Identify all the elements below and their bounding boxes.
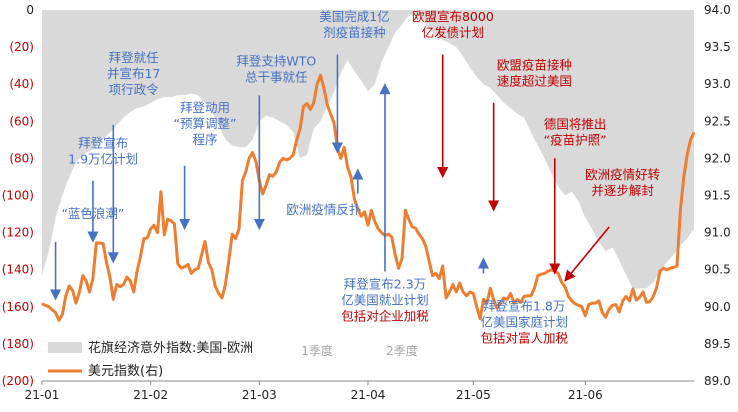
annotation-text: 拜登宣布2.3万: [344, 276, 426, 291]
annotation-text: 包括对富人加税: [480, 331, 568, 346]
annotation-text: 程序: [192, 132, 217, 147]
annotation-text: 包括对企业加税: [341, 308, 429, 323]
annotation-text: 拜登支持WTO: [236, 54, 316, 69]
annotation-vaccine-passport: 德国将推出“疫苗护照”: [544, 117, 607, 275]
legend-label-area: 花旗经济意外指数:美国-欧洲: [88, 340, 253, 356]
y-right-tick-label: 90.0: [704, 300, 731, 314]
annotation-budget-reconciliation: 拜登动用“预算调整”程序: [174, 100, 237, 231]
y-left-tick-label: (120): [2, 226, 34, 240]
annotation-text: 拜登宣布1.8万: [483, 299, 565, 314]
annotation-text: 欧洲疫情反扑: [286, 202, 362, 217]
annotation-text: 亿发债计划: [422, 25, 485, 40]
y-right-tick-label: 90.5: [704, 263, 731, 277]
annotation-text: “预算调整”: [174, 116, 237, 131]
y-right-tick-label: 94.0: [704, 3, 731, 17]
x-tick-label: 21-04: [351, 388, 386, 402]
quarter-label: 2季度: [386, 343, 418, 358]
annotation-text: 剂疫苗接种: [323, 25, 386, 40]
annotation-text: 并宣布17: [107, 66, 160, 81]
quarter-label: 1季度: [301, 343, 333, 358]
legend-label-line: 美元指数(右): [88, 364, 163, 379]
x-tick-label: 21-06: [568, 388, 603, 402]
annotation-text: 欧盟疫苗接种: [497, 57, 572, 72]
y-left-tick-label: (140): [2, 263, 34, 277]
annotation-text: 德国将推出: [544, 117, 607, 132]
annotation-text: 欧洲疫情好转: [585, 167, 660, 182]
line-series-dollar-index: [41, 73, 696, 322]
annotation-text: 拜登动用: [180, 100, 230, 115]
y-left-tick-label: (20): [9, 40, 34, 54]
y-right-tick-label: 93.5: [704, 40, 731, 54]
x-tick-label: 21-03: [242, 388, 277, 402]
y-right-tick-label: 89.5: [704, 337, 731, 351]
y-left-tick-label: 0: [26, 3, 34, 17]
y-left-tick-label: (100): [2, 189, 34, 203]
annotation-arrow: [564, 226, 610, 282]
y-left-tick-label: (40): [9, 77, 34, 91]
y-left-tick-label: (80): [9, 151, 34, 165]
annotation-text: 拜登就任: [109, 50, 159, 65]
annotation-text: “疫苗护照”: [544, 133, 607, 148]
x-tick-label: 21-02: [133, 388, 168, 402]
x-tick-label: 21-05: [456, 388, 491, 402]
annotation-text: 项行政令: [109, 82, 160, 97]
y-left-tick-label: (160): [2, 300, 34, 314]
annotation-text: 美国完成1亿: [319, 9, 389, 24]
annotation-text: 亿美国家庭计划: [480, 315, 568, 330]
annotation-text: 亿美国就业计划: [341, 292, 429, 307]
y-right-tick-label: 93.0: [704, 77, 731, 91]
y-left-tick-label: (60): [9, 114, 34, 128]
annotation-text: 速度超过美国: [497, 73, 572, 88]
annotation-stimulus-19k: 拜登宣布1.9万亿计划: [68, 135, 138, 243]
y-right-tick-label: 91.0: [704, 226, 731, 240]
annotation-text: 拜登宣布: [78, 135, 128, 150]
area-series-surprise-index: [42, 10, 694, 289]
annotation-europe-rebound: 欧洲疫情反扑: [286, 168, 364, 217]
x-tick-label: 21-01: [25, 388, 60, 402]
annotation-text: 并逐步解封: [591, 183, 654, 198]
y-right-tick-label: 91.5: [704, 189, 731, 203]
y-left-tick-label: (180): [2, 337, 34, 351]
y-left-tick-label: (200): [2, 374, 34, 388]
annotation-text: 总干事就任: [245, 70, 308, 85]
annotation-text: 1.9万亿计划: [68, 151, 138, 166]
annotation-text: 欧盟宣布8000: [412, 9, 494, 24]
y-right-tick-label: 89.0: [704, 374, 731, 388]
legend-swatch-area: [48, 342, 82, 353]
y-right-tick-label: 92.5: [704, 114, 731, 128]
y-right-tick-label: 92.0: [704, 151, 731, 165]
